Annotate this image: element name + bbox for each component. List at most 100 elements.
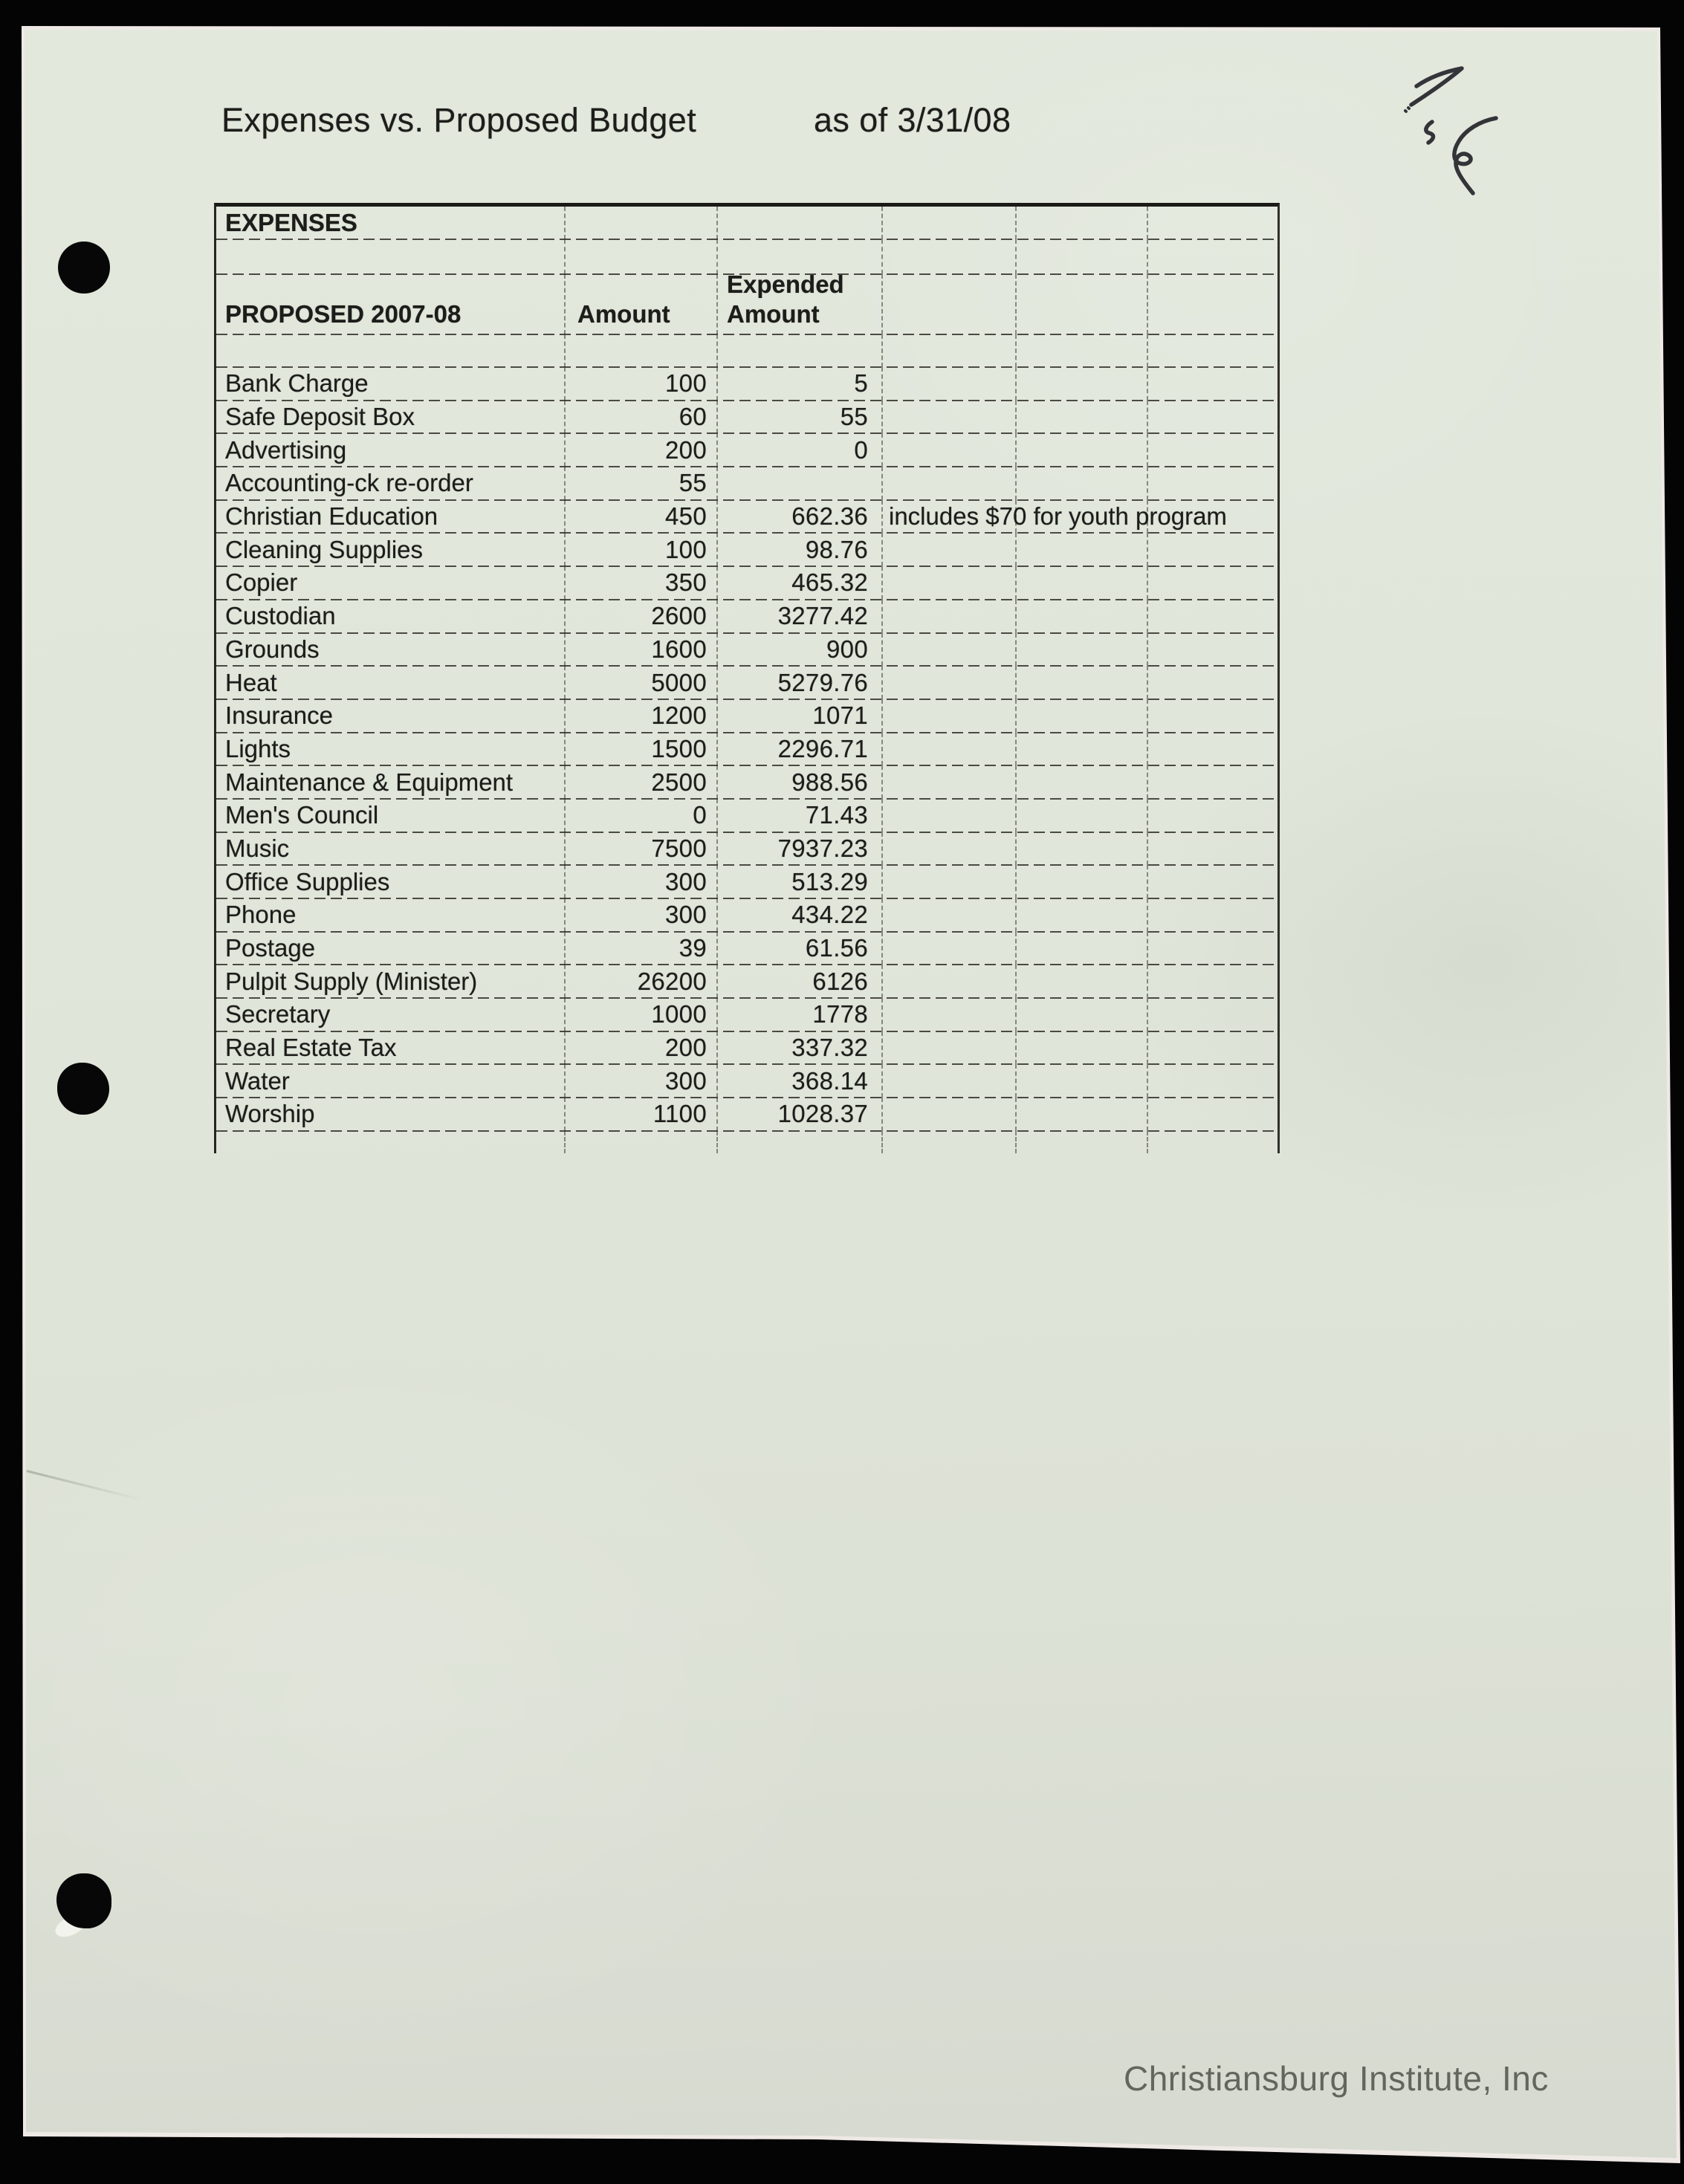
empty-cell: [1148, 633, 1277, 667]
row-label: Music: [216, 832, 566, 866]
table-row: Bank Charge 100 5: [216, 367, 1277, 401]
section-header: EXPENSES: [216, 207, 566, 239]
table-row: Phone 300 434.22: [216, 898, 1277, 933]
row-note-cell: includes $70 for youth program: [883, 499, 1227, 534]
row-label: Secretary: [216, 998, 566, 1031]
table-row: Secretary 1000 1778: [216, 998, 1277, 1032]
empty-cell: [1017, 832, 1148, 866]
empty-cell: [1017, 865, 1148, 898]
row-label: Insurance: [216, 699, 566, 733]
row-expended: 61.56: [718, 931, 883, 965]
table-row: Christian Education 450 662.36 includes …: [216, 499, 1277, 534]
row-label: Postage: [216, 931, 566, 965]
row-note-cell: [883, 566, 1017, 600]
empty-cell: [566, 207, 718, 239]
row-note-cell: [883, 931, 1017, 965]
table-row: Insurance 1200 1071: [216, 699, 1277, 733]
row-note-cell: [883, 400, 1017, 434]
empty-cell: [1017, 433, 1148, 467]
spacer-row: [216, 239, 1277, 275]
row-label: Custodian: [216, 599, 566, 633]
row-expended: 434.22: [718, 898, 883, 932]
hole-punch-bottom: [56, 1873, 111, 1928]
empty-cell: [1148, 733, 1277, 766]
paper-crease: [26, 1470, 143, 1501]
row-label: Copier: [216, 566, 566, 600]
row-amount: 1600: [566, 632, 718, 667]
row-expended: 662.36: [718, 499, 883, 534]
empty-cell: [1017, 931, 1148, 965]
row-label: Men's Council: [216, 798, 566, 832]
empty-cell: [1017, 599, 1148, 633]
empty-cell: [1148, 932, 1277, 965]
row-note-cell: [883, 1098, 1017, 1131]
empty-cell: [1017, 499, 1148, 534]
table-row: Real Estate Tax 200 337.32: [216, 1031, 1277, 1066]
empty-cell: [1017, 533, 1148, 567]
handwritten-initials-mark: [1404, 66, 1498, 195]
row-amount: 300: [566, 898, 718, 932]
as-of-date: as of 3/31/08: [814, 101, 1011, 139]
row-expended: 3277.42: [718, 599, 883, 633]
row-amount: 60: [566, 400, 718, 434]
row-label: Phone: [216, 898, 566, 932]
row-amount: 0: [566, 798, 718, 832]
table-row: Water 300 368.14: [216, 1064, 1277, 1098]
empty-cell: [1017, 765, 1148, 799]
empty-cell: [1148, 367, 1277, 401]
table-section-row: EXPENSES: [216, 207, 1277, 240]
row-amount: 300: [566, 1064, 718, 1098]
row-note-cell: [883, 433, 1017, 467]
row-expended: 0: [718, 433, 883, 467]
empty-cell: [1148, 699, 1277, 733]
empty-cell: [1148, 799, 1277, 832]
row-amount: 350: [566, 566, 718, 600]
empty-cell: [1017, 632, 1148, 667]
empty-cell: [1148, 1064, 1277, 1098]
row-note-cell: [883, 1031, 1017, 1065]
empty-cell: [883, 207, 1017, 239]
row-note-cell: [883, 632, 1017, 667]
row-note-cell: [883, 865, 1017, 898]
row-note-cell: [883, 367, 1017, 401]
row-note-cell: [883, 832, 1017, 866]
row-label: Christian Education: [216, 499, 566, 534]
row-amount: 1500: [566, 732, 718, 766]
spacer-row: [216, 334, 1277, 368]
row-note-cell: [883, 699, 1017, 733]
empty-cell: [1017, 207, 1148, 239]
row-expended: 368.14: [718, 1064, 883, 1098]
empty-cell: [1148, 832, 1277, 866]
row-amount: 5000: [566, 666, 718, 699]
row-label: Real Estate Tax: [216, 1031, 566, 1065]
hole-punch-top: [58, 242, 110, 294]
row-amount: 39: [566, 931, 718, 965]
table-row: Lights 1500 2296.71: [216, 732, 1277, 766]
empty-cell: [1017, 965, 1148, 999]
row-amount: 450: [566, 499, 718, 534]
empty-cell: [1017, 566, 1148, 600]
empty-cell: [1148, 998, 1277, 1031]
empty-cell: [1017, 1064, 1148, 1098]
empty-cell: [1148, 965, 1277, 998]
column-header-amount: Amount: [566, 274, 718, 334]
table-row: Cleaning Supplies 100 98.76: [216, 533, 1277, 567]
row-label: Advertising: [216, 433, 566, 467]
row-expended: 1028.37: [718, 1098, 883, 1131]
row-expended: 513.29: [718, 865, 883, 898]
row-amount: 2500: [566, 765, 718, 799]
empty-cell: [1017, 666, 1148, 699]
empty-cell: [1148, 433, 1277, 467]
table-row: Custodian 2600 3277.42: [216, 599, 1277, 634]
row-note-cell: [883, 599, 1017, 633]
row-label: Accounting-ck re-order: [216, 467, 566, 500]
empty-cell: [1017, 998, 1148, 1031]
empty-cell: [1017, 1031, 1148, 1065]
row-expended: 71.43: [718, 798, 883, 832]
row-label: Water: [216, 1064, 566, 1098]
empty-cell: [1148, 765, 1277, 799]
row-label: Maintenance & Equipment: [216, 765, 566, 799]
table-tail-row: [216, 1130, 1277, 1153]
table-row: Advertising 200 0: [216, 433, 1277, 467]
